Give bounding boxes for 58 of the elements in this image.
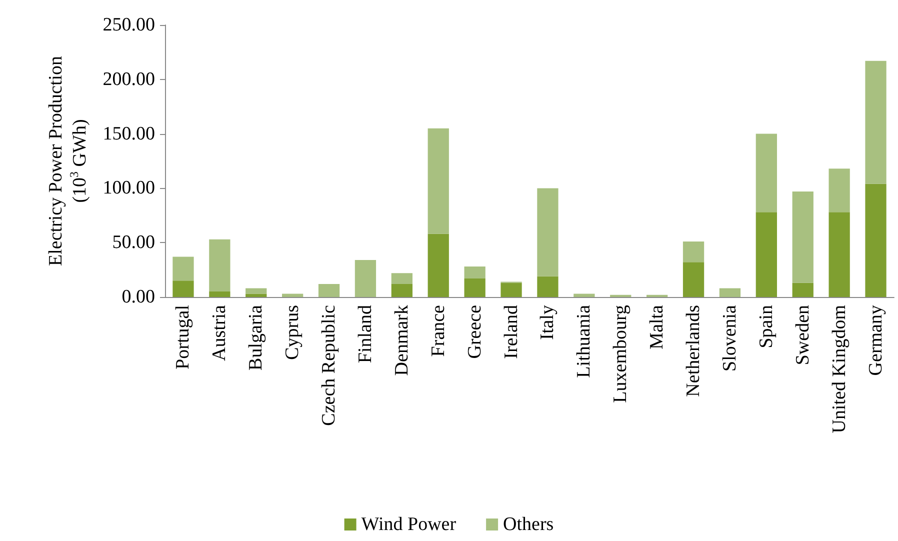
x-tick-label: Malta [646,304,668,350]
x-tick-label: Czech Republic [318,305,340,426]
y-tick-label: 250.00 [102,14,155,36]
bar [865,184,886,297]
x-tick-label: Germany [865,304,886,376]
bar [537,188,558,276]
bar [719,288,741,297]
bar [428,234,449,297]
legend-label: Wind Power [361,514,457,535]
bar [464,266,486,279]
bar [354,260,376,297]
bar [756,212,777,297]
legend-label: Others [503,514,554,535]
bar [246,294,267,297]
y-tick-label: 50.00 [112,232,155,254]
y-tick-label: 100.00 [102,178,155,199]
bar [682,262,704,297]
bar [537,276,558,297]
x-tick-label: Sweden [792,304,814,366]
bar [792,282,814,297]
y-tick-label: 200.00 [102,68,155,90]
x-tick-label: Finland [354,304,376,364]
bar [682,242,704,262]
bar [865,60,886,184]
x-tick-label: Spain [756,304,777,348]
x-tick-label: United Kingdom [828,304,850,434]
bar [209,292,230,297]
bar [282,294,304,297]
x-tick-label: Cyprus [282,305,304,360]
x-tick-label: Slovenia [719,304,740,372]
x-tick-label: Greece [464,305,486,359]
y-tick-label: 0.00 [122,286,155,308]
x-tick-label: France [428,305,449,357]
bar [246,288,267,294]
x-tick-label: Luxembourg [610,304,632,403]
x-tick-label: Portugal [172,305,194,370]
bar [792,191,814,283]
bar [500,282,522,297]
x-tick-label: Lithuania [574,304,595,378]
y-tick-label: 150.00 [102,123,155,144]
bar [209,239,230,292]
bar [756,134,777,212]
bar [464,278,486,297]
x-tick-label: Austria [209,304,230,361]
bar [828,212,850,297]
bar [574,294,595,297]
bar [172,280,194,297]
bar [391,273,412,284]
bar [318,284,340,297]
x-tick-label: Ireland [500,304,522,359]
x-tick-label: Denmark [391,304,412,376]
bar [428,128,449,234]
x-tick-label: Netherlands [683,305,704,397]
bar [828,168,850,212]
bar [391,284,412,297]
bar [172,256,194,281]
x-tick-label: Italy [537,304,558,340]
x-tick-label: Bulgaria [246,304,267,370]
